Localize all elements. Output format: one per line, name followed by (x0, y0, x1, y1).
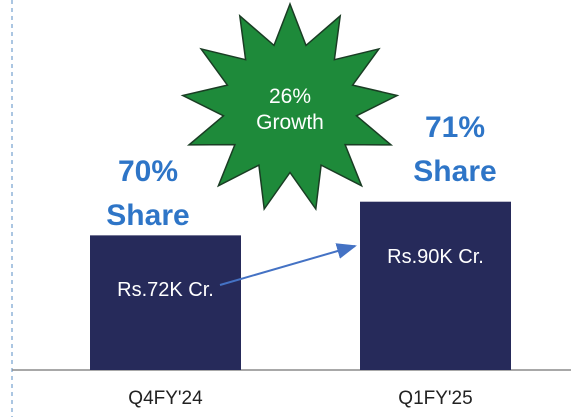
x-tick-label: Q4FY'24 (128, 388, 203, 409)
value-label: Rs.90K Cr. (387, 245, 484, 268)
annotation: 26% Growth (256, 85, 324, 135)
value-label: Rs.72K Cr. (117, 279, 214, 302)
annotation: 70% Share (106, 155, 190, 232)
bar (90, 235, 241, 370)
growth-arrow (219, 243, 357, 286)
x-tick-label: Q1FY'25 (398, 388, 473, 409)
starburst (180, 1, 400, 212)
bar (360, 201, 511, 370)
annotation: 71% Share (413, 111, 497, 188)
